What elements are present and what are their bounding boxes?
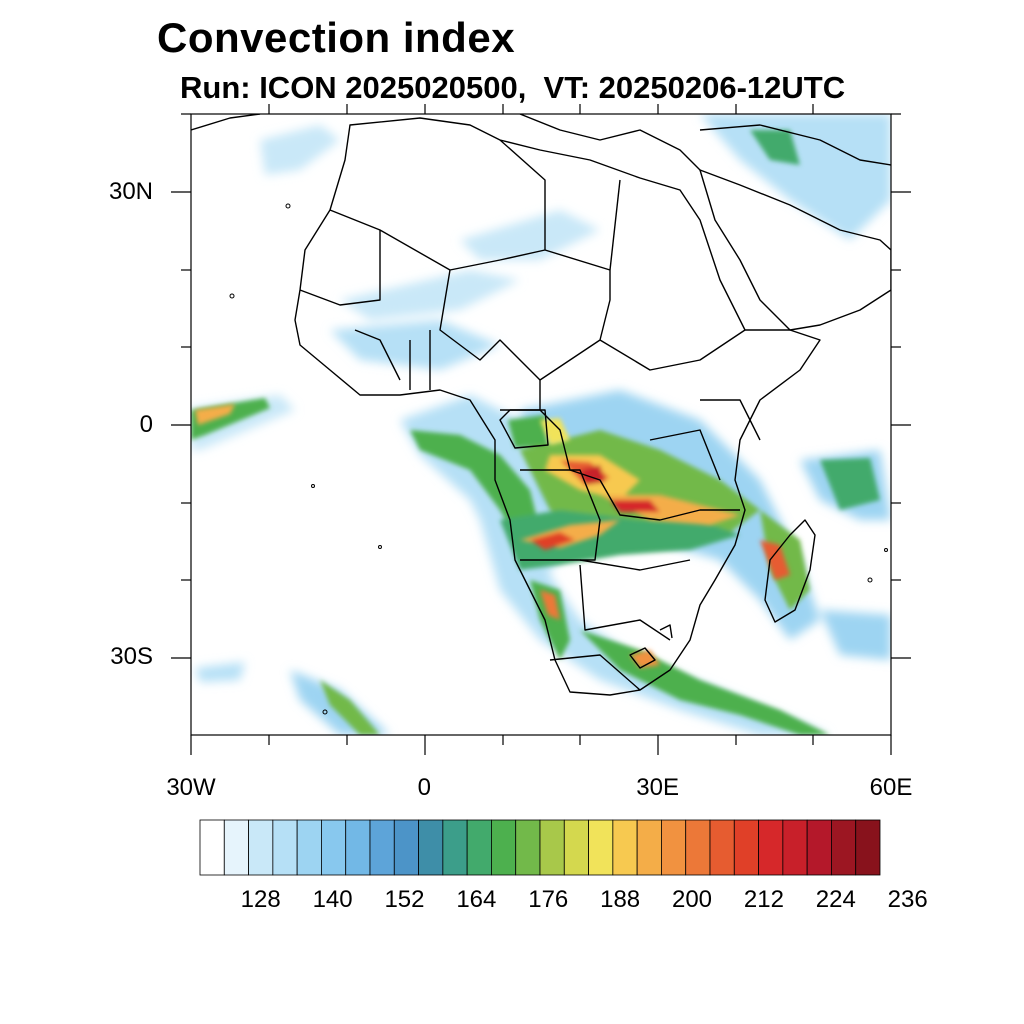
longitude-label: 0 — [417, 774, 431, 801]
colorbar-swatch — [733, 819, 759, 876]
latitude-label: 0 — [139, 410, 153, 438]
colorbar-swatch — [539, 819, 565, 876]
colorbar-swatch — [709, 819, 735, 876]
chart-title: Convection index — [157, 14, 516, 61]
colorbar-tick-label: 140 — [312, 886, 353, 913]
colorbar-swatch — [369, 819, 395, 876]
islands — [229, 203, 888, 715]
colorbar-tick-label: 128 — [240, 886, 281, 913]
colorbar-swatch — [321, 819, 347, 876]
colorbar-tick-label: 164 — [456, 886, 497, 913]
colorbar-swatch — [612, 819, 638, 876]
colorbar-tick-label: 212 — [743, 886, 784, 913]
colorbar-tick-label: 152 — [384, 886, 425, 913]
colorbar-swatch — [466, 819, 492, 876]
longitude-label: 60E — [869, 774, 913, 801]
colorbar-swatch — [223, 819, 249, 876]
longitude-label: 30W — [166, 774, 216, 801]
lon-ticks — [190, 104, 892, 755]
colorbar-swatch — [685, 819, 711, 876]
colorbar-swatch — [806, 819, 832, 876]
convection-field-high — [195, 404, 790, 668]
colorbar-tick-label: 176 — [528, 886, 569, 913]
colorbar-swatch — [855, 819, 881, 876]
colorbar-swatch — [515, 819, 541, 876]
colorbar-swatch — [758, 819, 784, 876]
colorbar-tick-label: 224 — [815, 886, 856, 913]
colorbar-swatch — [442, 819, 468, 876]
colorbar-swatch — [636, 819, 662, 876]
longitude-label: 30E — [636, 774, 679, 801]
colorbar-swatch — [199, 819, 225, 876]
colorbar-swatch — [782, 819, 808, 876]
chart-subtitle: Run: ICON 2025020500, VT: 20250206-12UTC — [180, 70, 846, 105]
map-area — [191, 114, 891, 735]
colorbar — [199, 819, 881, 876]
colorbar-tick-label: 236 — [887, 886, 928, 913]
colorbar-swatch — [418, 819, 444, 876]
colorbar-swatch — [272, 819, 298, 876]
latitude-label: 30S — [110, 643, 153, 671]
colorbar-swatch — [661, 819, 687, 876]
colorbar-swatch — [831, 819, 857, 876]
colorbar-swatch — [345, 819, 371, 876]
lat-ticks — [171, 113, 911, 659]
colorbar-swatch — [393, 819, 419, 876]
latitude-label: 30N — [108, 177, 153, 205]
coastlines — [191, 114, 891, 696]
colorbar-tick-label: 200 — [671, 886, 713, 913]
colorbar-swatch — [296, 819, 322, 876]
colorbar-swatch — [491, 819, 517, 876]
colorbar-swatch — [248, 819, 274, 876]
colorbar-swatch — [588, 819, 614, 876]
colorbar-swatch — [563, 819, 589, 876]
colorbar-tick-label: 188 — [600, 886, 641, 913]
